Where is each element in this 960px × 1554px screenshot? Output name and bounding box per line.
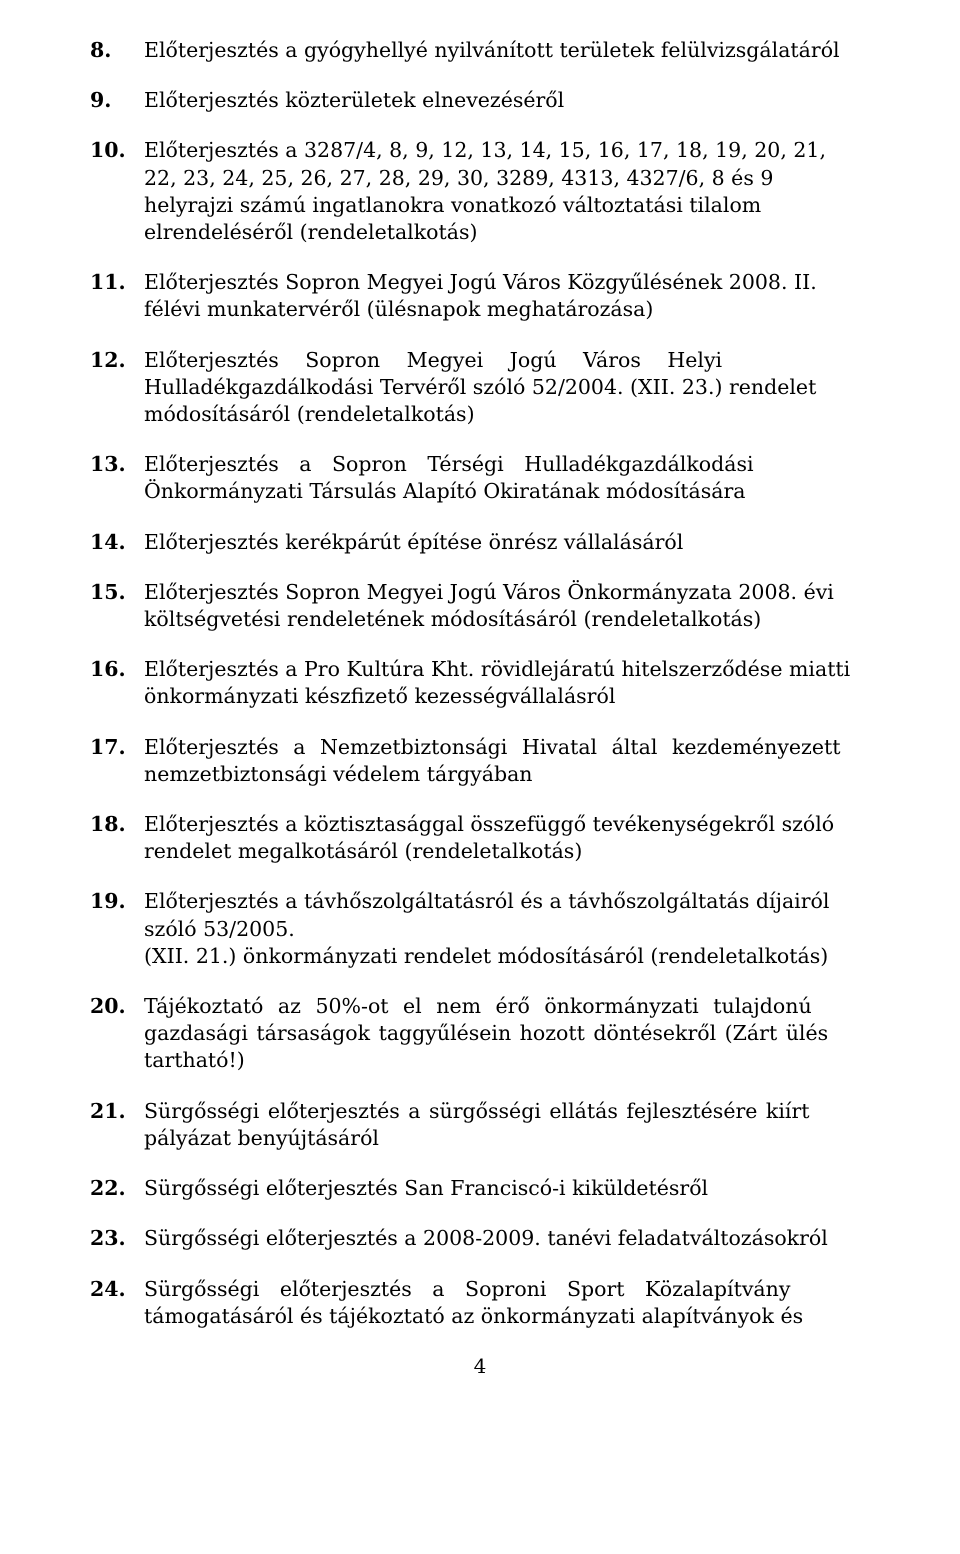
item-number: 8. — [90, 38, 144, 63]
item-body: Előterjesztés a köztisztasággal összefüg… — [144, 812, 870, 864]
item-number: 16. — [90, 657, 144, 709]
item-text-line: Előterjesztés Sopron Megyei Jogú Város K… — [144, 270, 870, 295]
item-text-line: félévi munkatervéről (ülésnapok meghatár… — [144, 297, 870, 322]
item-text-line: szóló 53/2005. — [144, 917, 870, 942]
item-text-line: módosításáról (rendeletalkotás) — [144, 402, 870, 427]
item-text-line: Előterjesztés a Pro Kultúra Kht. rövidle… — [144, 657, 870, 682]
item-body: Előterjesztés a távhőszolgáltatásról és … — [144, 889, 870, 969]
item-number: 13. — [90, 452, 144, 504]
item-text-line: Előterjesztés Sopron Megyei Jogú Város Ö… — [144, 580, 870, 605]
item-number: 18. — [90, 812, 144, 864]
item-text-line: gazdasági társaságok taggyűlésein hozott… — [144, 1021, 870, 1046]
item-text-line: Előterjesztés a Sopron Térségi Hulladékg… — [144, 452, 870, 477]
item-text-line: rendelet megalkotásáról (rendeletalkotás… — [144, 839, 870, 864]
item-text-line: Hulladékgazdálkodási Tervéről szóló 52/2… — [144, 375, 870, 400]
item-text-line: Előterjesztés a köztisztasággal összefüg… — [144, 812, 870, 837]
item-text-line: helyrajzi számú ingatlanokra vonatkozó v… — [144, 193, 870, 218]
item-text-line: Sürgősségi előterjesztés a sürgősségi el… — [144, 1099, 870, 1124]
item-number: 22. — [90, 1176, 144, 1201]
list-item: 14.Előterjesztés kerékpárút építése önré… — [90, 530, 870, 555]
list-item: 17.Előterjesztés a Nemzetbiztonsági Hiva… — [90, 735, 870, 787]
item-text-line: Előterjesztés a gyógyhellyé nyilvánított… — [144, 38, 870, 63]
item-body: Előterjesztés Sopron Megyei Jogú Város H… — [144, 348, 870, 428]
item-text-line: költségvetési rendeletének módosításáról… — [144, 607, 870, 632]
item-body: Tájékoztató az 50%-ot el nem érő önkormá… — [144, 994, 870, 1074]
item-text-line: 22, 23, 24, 25, 26, 27, 28, 29, 30, 3289… — [144, 166, 870, 191]
item-number: 21. — [90, 1099, 144, 1151]
item-body: Sürgősségi előterjesztés a Soproni Sport… — [144, 1277, 870, 1329]
list-item: 13.Előterjesztés a Sopron Térségi Hullad… — [90, 452, 870, 504]
list-item: 22.Sürgősségi előterjesztés San Francisc… — [90, 1176, 870, 1201]
item-text-line: tartható!) — [144, 1048, 870, 1073]
item-text-line: elrendeléséről (rendeletalkotás) — [144, 220, 870, 245]
item-body: Sürgősségi előterjesztés San Franciscó-i… — [144, 1176, 870, 1201]
list-item: 11.Előterjesztés Sopron Megyei Jogú Váro… — [90, 270, 870, 322]
page-number: 4 — [90, 1354, 870, 1379]
item-number: 11. — [90, 270, 144, 322]
item-body: Előterjesztés Sopron Megyei Jogú Város Ö… — [144, 580, 870, 632]
item-text-line: támogatásáról és tájékoztató az önkormán… — [144, 1304, 870, 1329]
list-item: 23.Sürgősségi előterjesztés a 2008-2009.… — [90, 1226, 870, 1251]
item-body: Előterjesztés a 3287/4, 8, 9, 12, 13, 14… — [144, 138, 870, 245]
item-text-line: Sürgősségi előterjesztés a 2008-2009. ta… — [144, 1226, 870, 1251]
item-text-line: Sürgősségi előterjesztés San Franciscó-i… — [144, 1176, 870, 1201]
item-number: 17. — [90, 735, 144, 787]
list-item: 12.Előterjesztés Sopron Megyei Jogú Váro… — [90, 348, 870, 428]
item-text-line: önkormányzati készfizető kezességvállalá… — [144, 684, 870, 709]
item-text-line: Előterjesztés közterületek elnevezéséről — [144, 88, 870, 113]
item-text-line: Előterjesztés Sopron Megyei Jogú Város H… — [144, 348, 870, 373]
item-body: Előterjesztés a gyógyhellyé nyilvánított… — [144, 38, 870, 63]
item-body: Sürgősségi előterjesztés a sürgősségi el… — [144, 1099, 870, 1151]
item-text-line: Előterjesztés a 3287/4, 8, 9, 12, 13, 14… — [144, 138, 870, 163]
item-number: 15. — [90, 580, 144, 632]
item-number: 9. — [90, 88, 144, 113]
item-body: Előterjesztés Sopron Megyei Jogú Város K… — [144, 270, 870, 322]
list-item: 18.Előterjesztés a köztisztasággal össze… — [90, 812, 870, 864]
item-text-line: nemzetbiztonsági védelem tárgyában — [144, 762, 870, 787]
list-item: 9.Előterjesztés közterületek elnevezésér… — [90, 88, 870, 113]
item-number: 10. — [90, 138, 144, 245]
item-body: Előterjesztés a Pro Kultúra Kht. rövidle… — [144, 657, 870, 709]
list-item: 24.Sürgősségi előterjesztés a Soproni Sp… — [90, 1277, 870, 1329]
list-item: 15.Előterjesztés Sopron Megyei Jogú Váro… — [90, 580, 870, 632]
item-body: Sürgősségi előterjesztés a 2008-2009. ta… — [144, 1226, 870, 1251]
item-number: 20. — [90, 994, 144, 1074]
item-text-line: Tájékoztató az 50%-ot el nem érő önkormá… — [144, 994, 870, 1019]
list-item: 21.Sürgősségi előterjesztés a sürgősségi… — [90, 1099, 870, 1151]
list-item: 8.Előterjesztés a gyógyhellyé nyilváníto… — [90, 38, 870, 63]
item-number: 24. — [90, 1277, 144, 1329]
document-page: 8.Előterjesztés a gyógyhellyé nyilváníto… — [0, 0, 960, 1554]
item-number: 12. — [90, 348, 144, 428]
item-body: Előterjesztés a Nemzetbiztonsági Hivatal… — [144, 735, 870, 787]
item-text-line: Sürgősségi előterjesztés a Soproni Sport… — [144, 1277, 870, 1302]
item-text-line: Előterjesztés kerékpárút építése önrész … — [144, 530, 870, 555]
list-item: 10.Előterjesztés a 3287/4, 8, 9, 12, 13,… — [90, 138, 870, 245]
item-body: Előterjesztés a Sopron Térségi Hulladékg… — [144, 452, 870, 504]
item-text-line: pályázat benyújtásáról — [144, 1126, 870, 1151]
item-text-line: Előterjesztés a Nemzetbiztonsági Hivatal… — [144, 735, 870, 760]
item-body: Előterjesztés közterületek elnevezéséről — [144, 88, 870, 113]
item-text-line: (XII. 21.) önkormányzati rendelet módosí… — [144, 944, 870, 969]
item-text-line: Önkormányzati Társulás Alapító Okiratána… — [144, 479, 870, 504]
item-number: 19. — [90, 889, 144, 969]
numbered-list: 8.Előterjesztés a gyógyhellyé nyilváníto… — [90, 38, 870, 1329]
list-item: 16.Előterjesztés a Pro Kultúra Kht. rövi… — [90, 657, 870, 709]
item-body: Előterjesztés kerékpárút építése önrész … — [144, 530, 870, 555]
list-item: 19.Előterjesztés a távhőszolgáltatásról … — [90, 889, 870, 969]
item-text-line: Előterjesztés a távhőszolgáltatásról és … — [144, 889, 870, 914]
list-item: 20.Tájékoztató az 50%-ot el nem érő önko… — [90, 994, 870, 1074]
item-number: 14. — [90, 530, 144, 555]
item-number: 23. — [90, 1226, 144, 1251]
